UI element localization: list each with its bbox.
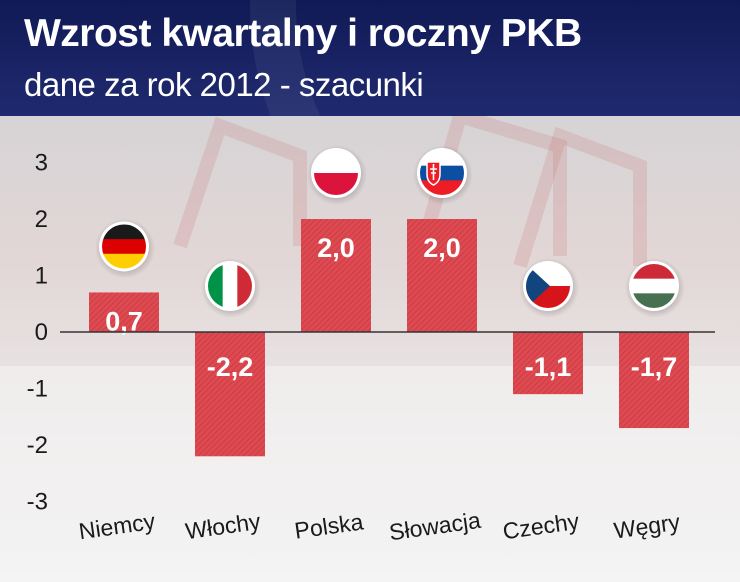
y-tick-label: 3 bbox=[35, 150, 48, 177]
bar bbox=[407, 219, 477, 332]
y-tick-label: -3 bbox=[27, 489, 48, 516]
background-haze bbox=[0, 366, 740, 582]
chart-background: 3 2 1 0 -1 -2 -3 0,7 -2,2 2,0 2,0 -1,1 -1,7 Niemcy W… bbox=[0, 116, 740, 582]
poland-flag-icon bbox=[307, 145, 367, 205]
crane-silhouette bbox=[173, 116, 307, 249]
bar-value-label: -1,1 bbox=[525, 352, 572, 382]
italy-flag-icon bbox=[201, 258, 261, 318]
flags bbox=[95, 145, 685, 318]
bar-value-label: 2,0 bbox=[423, 233, 461, 263]
bar bbox=[89, 292, 159, 332]
y-tick-label: 0 bbox=[35, 319, 48, 346]
bar-value-label: -1,7 bbox=[631, 352, 678, 382]
background-cranes bbox=[0, 116, 740, 582]
y-tick-label: -2 bbox=[27, 432, 48, 459]
bar bbox=[619, 332, 689, 429]
bar-value-label: 2,0 bbox=[317, 233, 355, 263]
czech-flag-icon bbox=[519, 258, 579, 318]
slovakia-flag-icon bbox=[413, 145, 473, 205]
bar-value-label: -2,2 bbox=[207, 352, 254, 382]
bars: 0,7-2,22,0 2,0-1,1 -1,7 bbox=[89, 219, 689, 457]
y-tick-label: -1 bbox=[27, 376, 48, 403]
chart-header: Wzrost kwartalny i roczny PKB dane za ro… bbox=[0, 0, 740, 116]
chart-title: Wzrost kwartalny i roczny PKB bbox=[24, 12, 582, 55]
germany-flag-icon bbox=[95, 218, 155, 279]
bar bbox=[513, 332, 583, 395]
hungary-flag-icon bbox=[625, 258, 685, 318]
bar bbox=[301, 219, 371, 332]
crane-silhouette bbox=[513, 126, 647, 269]
bar bbox=[195, 332, 265, 457]
y-axis-ticks: 3 2 1 0 -1 -2 -3 bbox=[27, 150, 48, 516]
y-tick-label: 1 bbox=[35, 263, 48, 290]
chart-subtitle: dane za rok 2012 - szacunki bbox=[24, 66, 424, 103]
y-tick-label: 2 bbox=[35, 206, 48, 233]
